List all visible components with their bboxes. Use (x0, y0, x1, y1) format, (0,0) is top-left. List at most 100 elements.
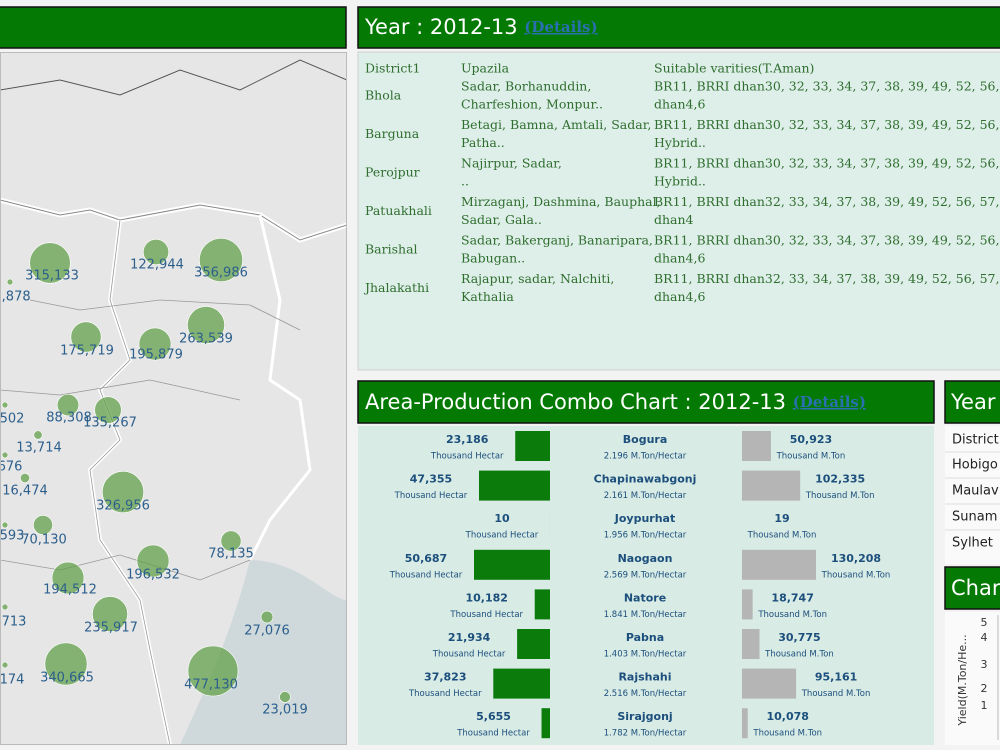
district-name: Rajshahi (618, 671, 671, 684)
yield: 1.782 M.Ton/Hectar (604, 729, 687, 739)
upazila-cell: Babugan.. (461, 251, 525, 266)
yield: 1.841 M.Ton/Hectar (604, 610, 687, 620)
district-cell: Perojpur (365, 165, 420, 180)
combo-panel (358, 426, 934, 745)
varieties-cell: dhan4,6 (654, 97, 705, 112)
varieties-cell: BR11, BRRI dhan32, 33, 34, 37, 38, 39, 4… (654, 194, 1000, 209)
right-chart-title: Char (951, 576, 1000, 600)
bubble-label: 16,474 (2, 484, 48, 499)
bubble (199, 238, 243, 282)
bubble-label: 78,135 (208, 547, 254, 562)
bubble (260, 610, 274, 624)
area-value: 50,687 (405, 552, 447, 565)
y-tick-label: 4 (981, 631, 988, 644)
district-name: Chapinawabgonj (594, 473, 697, 486)
column-header: Upazila (461, 61, 510, 76)
bubble-label: 676 (0, 460, 22, 475)
area-bar (478, 470, 550, 501)
map: 3,878 315,133 122,944 356,986 175,719 195,879… (0, 52, 347, 745)
combo-chart: 23,186 Thousand Hectar Bogura 2.196 M.Ton/H… (389, 431, 890, 739)
area-value: 47,355 (410, 473, 452, 486)
production-bar (742, 470, 801, 501)
varieties-cell: BR11, BRRI dhan30, 32, 33, 34, 37, 38, 3… (654, 233, 1000, 248)
area-value: 10 (494, 512, 510, 525)
production-unit: Thousand M.Ton (776, 452, 846, 462)
district-name: Sirajgonj (617, 710, 672, 723)
district-name: Natore (624, 591, 666, 604)
year-table-panel (357, 51, 1000, 371)
bubble (187, 645, 239, 697)
table-row: Sylhet (952, 536, 993, 551)
bubble-label: 3,878 (0, 290, 31, 305)
y-tick-label: 1 (981, 699, 988, 712)
bubble-label: 175,719 (60, 344, 114, 359)
area-unit: Thousand Hectar (389, 570, 463, 580)
production-unit: Thousand M.Ton (805, 491, 875, 501)
right-table-rows: Hobigo Maulav Sunam Sylhet (945, 451, 1000, 551)
bubble (6, 278, 14, 286)
bubble-label: 174 (0, 673, 24, 688)
upazila-cell: Sadar, Gala.. (461, 212, 542, 227)
water (180, 560, 347, 745)
production-unit: Thousand M.Ton (747, 531, 817, 541)
bubble-label: 70,130 (21, 533, 67, 548)
bubble (70, 321, 102, 353)
district-name: Pabna (626, 631, 664, 644)
upazila-cell: Najirpur, Sadar, (461, 156, 562, 171)
area-bar (493, 668, 550, 699)
column-header: Suitable varities(T.Aman) (654, 61, 814, 76)
bubble-label: 502 (0, 412, 24, 427)
production-bar (742, 629, 760, 659)
upazila-cell: Mirzaganj, Dashmina, Bauphal, (461, 194, 661, 209)
upazila-cell: Rajapur, sadar, Nalchiti, (461, 271, 614, 286)
y-axis-label: Yield(M.Ton/He... (956, 634, 969, 726)
y-tick-label: 2 (981, 682, 988, 695)
bubble (1, 401, 9, 409)
column-header: District1 (365, 61, 420, 76)
details-link[interactable]: (Details) (793, 393, 866, 411)
bubble-label: 135,267 (83, 416, 137, 431)
year-table: District1 Upazila Suitable varities(T.Aman… (363, 61, 1000, 305)
area-unit: Thousand Hectar (394, 491, 468, 501)
border (248, 214, 312, 561)
varieties-cell: dhan4 (654, 212, 694, 227)
area-bar (541, 708, 550, 739)
bubble (1, 661, 9, 669)
production-value: 10,078 (767, 710, 809, 723)
table-row: Sunam (952, 510, 997, 525)
district-cell: Barguna (365, 126, 420, 141)
combo-title-text: Area-Production Combo Chart : 2012-13 (365, 390, 786, 414)
production-value: 18,747 (771, 591, 813, 604)
year-title: Year : 2012-13 (Details) (364, 15, 598, 39)
varieties-cell: BR11, BRRI dhan30, 32, 33, 34, 37, 38, 3… (654, 117, 1000, 132)
bubble-label: 196,532 (126, 568, 180, 583)
production-unit: Thousand M.Ton (752, 729, 822, 739)
district-cell: Jhalakathi (363, 280, 429, 295)
y-tick-label: 5 (981, 616, 988, 629)
bubble (44, 642, 88, 686)
bubble-label: 13,714 (16, 441, 62, 456)
table-row: Hobigo (952, 458, 998, 473)
varieties-cell: Hybrid.. (654, 174, 706, 189)
yield: 2.516 M.Ton/Hectar (604, 689, 687, 699)
district-cell: Bhola (365, 88, 402, 103)
varieties-cell: BR11, BRRI dhan32, 33, 34, 37, 38, 39, 4… (654, 271, 1000, 286)
yield: 1.956 M.Ton/Hectar (604, 531, 687, 541)
area-unit: Thousand Hectar (449, 610, 523, 620)
production-unit: Thousand M.Ton (764, 650, 834, 660)
bubble-label: 195,879 (129, 348, 183, 363)
bubble-label: 235,917 (84, 621, 138, 636)
bubble-label: 326,956 (96, 499, 150, 514)
map-header (0, 6, 347, 49)
details-link[interactable]: (Details) (524, 18, 597, 36)
production-value: 95,161 (815, 671, 857, 684)
bubble-label: 27,076 (244, 624, 290, 639)
area-value: 21,934 (448, 631, 491, 644)
bubble-label: 23,019 (262, 703, 308, 718)
area-bar (517, 629, 550, 659)
border (0, 554, 251, 581)
bubble (29, 242, 71, 284)
district-name: Naogaon (618, 552, 673, 565)
map-frame (0, 52, 347, 745)
varieties-cell: Hybrid.. (654, 135, 706, 150)
